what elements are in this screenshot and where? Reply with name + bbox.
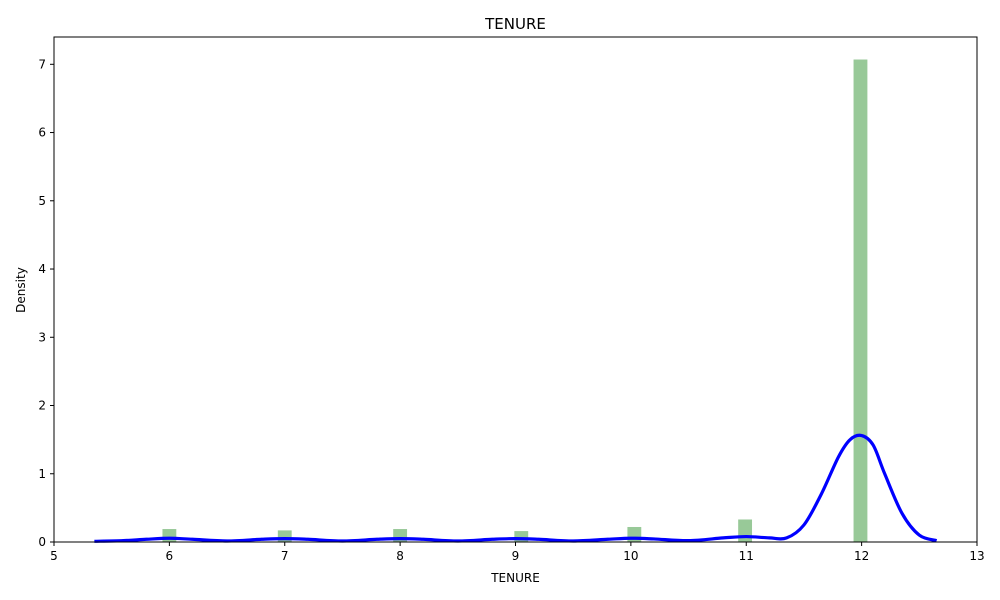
x-tick-label: 7 — [281, 549, 289, 563]
y-tick-label: 3 — [38, 330, 46, 344]
x-axis-label: TENURE — [490, 571, 540, 585]
kde-line — [94, 433, 938, 543]
y-tick-label: 4 — [38, 262, 46, 276]
plot-frame — [53, 36, 978, 543]
y-tick-label: 0 — [38, 535, 46, 549]
y-tick-label: 2 — [38, 399, 46, 413]
x-axis-ticks: 5 6 7 8 9 10 11 12 13 — [50, 542, 985, 563]
x-tick-label: 12 — [854, 549, 869, 563]
histogram-bar — [277, 530, 292, 542]
x-tick-label: 5 — [50, 549, 58, 563]
y-tick-label: 6 — [38, 126, 46, 140]
y-axis-label: Density — [14, 267, 28, 313]
histogram-bar — [162, 529, 177, 542]
chart-title: TENURE — [484, 15, 546, 33]
x-tick-label: 13 — [969, 549, 984, 563]
histogram-bar — [514, 531, 529, 542]
histogram-bars — [162, 59, 868, 543]
x-tick-label: 6 — [166, 549, 174, 563]
x-tick-label: 8 — [396, 549, 404, 563]
histogram-bar — [738, 519, 753, 542]
x-tick-label: 11 — [739, 549, 754, 563]
x-tick-label: 9 — [512, 549, 520, 563]
y-axis-ticks: 0 1 2 3 4 5 6 7 — [38, 57, 54, 549]
histogram-bar — [853, 59, 868, 543]
kde-curve-group — [94, 433, 938, 543]
x-tick-label: 10 — [623, 549, 638, 563]
y-tick-label: 5 — [38, 194, 46, 208]
y-tick-label: 7 — [38, 57, 46, 71]
y-tick-label: 1 — [38, 467, 46, 481]
